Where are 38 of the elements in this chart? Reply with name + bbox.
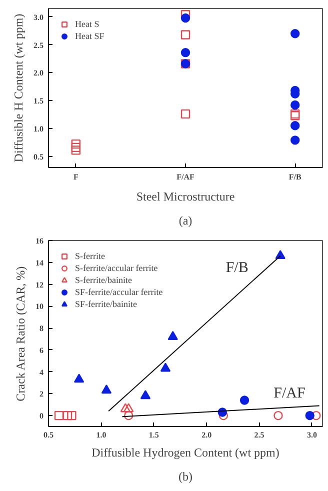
y-tick-label: 12 bbox=[36, 280, 44, 290]
y-tick-label: 0 bbox=[40, 412, 44, 421]
y-tick-label: 14 bbox=[36, 258, 44, 268]
legend-label: Heat SF bbox=[75, 31, 104, 41]
x-tick-label: 2.5 bbox=[254, 430, 264, 440]
x-axis-title: Diffusible Hydrogen Content (wt ppm) bbox=[92, 446, 280, 460]
legend-label: S-ferrite/bainite bbox=[75, 275, 132, 285]
x-tick-label: F/AF bbox=[176, 172, 194, 182]
y-tick-label: 3.0 bbox=[34, 12, 44, 22]
legend-label: SF-ferrite/accular ferrite bbox=[75, 287, 163, 297]
legend-label: SF-ferrite/bainite bbox=[75, 299, 137, 309]
x-tick-label: 2.0 bbox=[202, 430, 212, 440]
y-tick-label: 0.5 bbox=[34, 152, 44, 162]
y-tick-label: 2 bbox=[40, 390, 44, 399]
y-tick-label: 8 bbox=[40, 324, 44, 334]
y-axis-title: Diffusible H Content (wt ppm) bbox=[12, 14, 26, 162]
y-tick-label: 16 bbox=[36, 236, 44, 246]
y-tick-label: 4 bbox=[40, 368, 44, 377]
series-label: F/AF bbox=[274, 386, 306, 402]
y-tick-label: 1.5 bbox=[34, 96, 44, 106]
series-label: F/B bbox=[226, 260, 248, 276]
x-axis-title: Steel Microstructure bbox=[136, 190, 235, 204]
x-tick-label: F bbox=[73, 172, 78, 182]
legend-label: S-ferrite bbox=[75, 251, 105, 261]
y-tick-label: 10 bbox=[36, 302, 44, 312]
x-tick-label: 1.5 bbox=[148, 430, 159, 440]
y-tick-label: 6 bbox=[40, 346, 44, 355]
y-tick-label: 1.0 bbox=[34, 124, 44, 134]
y-axis-title: Crack Area Ratio (CAR, %) bbox=[14, 266, 28, 402]
x-tick-label: F/B bbox=[288, 172, 302, 182]
x-tick-label: 3.0 bbox=[306, 430, 317, 440]
x-tick-label: 1.0 bbox=[96, 430, 106, 440]
y-tick-label: 2.0 bbox=[34, 68, 44, 78]
text: (a) bbox=[178, 214, 192, 228]
legend-label: S-ferrite/accular ferrite bbox=[75, 263, 158, 273]
legend-label: Heat S bbox=[75, 19, 100, 29]
y-tick-label: 2.5 bbox=[34, 40, 44, 50]
text: (b) bbox=[178, 470, 193, 484]
